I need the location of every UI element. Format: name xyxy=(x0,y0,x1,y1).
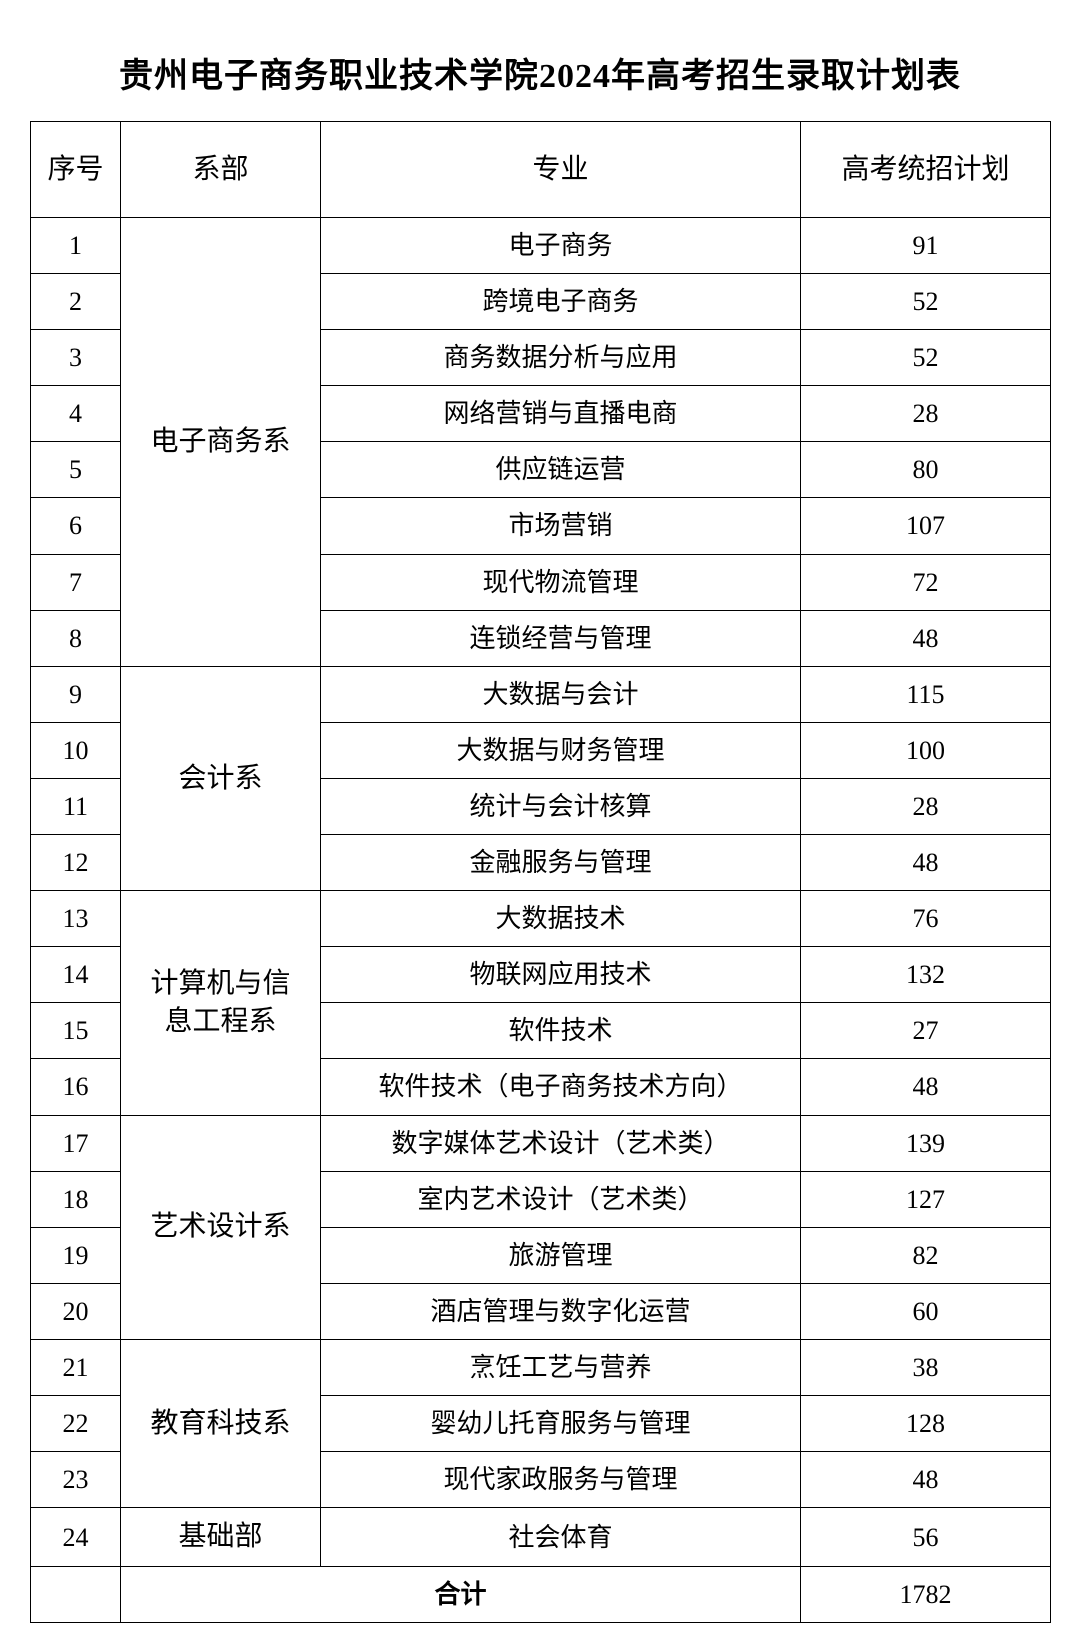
cell-major: 软件技术 xyxy=(321,1003,801,1059)
header-major: 专业 xyxy=(321,122,801,218)
cell-seq: 10 xyxy=(31,722,121,778)
cell-seq: 14 xyxy=(31,947,121,1003)
cell-seq: 2 xyxy=(31,274,121,330)
cell-plan: 38 xyxy=(801,1339,1051,1395)
table-row: 21教育科技系烹饪工艺与营养38 xyxy=(31,1339,1051,1395)
cell-plan: 100 xyxy=(801,722,1051,778)
cell-major: 数字媒体艺术设计（艺术类） xyxy=(321,1115,801,1171)
cell-dept: 计算机与信息工程系 xyxy=(121,891,321,1115)
cell-major: 商务数据分析与应用 xyxy=(321,330,801,386)
header-plan: 高考统招计划 xyxy=(801,122,1051,218)
cell-major: 软件技术（电子商务技术方向） xyxy=(321,1059,801,1115)
cell-major: 大数据与财务管理 xyxy=(321,722,801,778)
table-row: 1电子商务系电子商务91 xyxy=(31,218,1051,274)
cell-plan: 52 xyxy=(801,274,1051,330)
table-row: 17艺术设计系数字媒体艺术设计（艺术类）139 xyxy=(31,1115,1051,1171)
cell-seq: 5 xyxy=(31,442,121,498)
cell-seq: 4 xyxy=(31,386,121,442)
cell-plan: 127 xyxy=(801,1171,1051,1227)
cell-major: 供应链运营 xyxy=(321,442,801,498)
cell-plan: 60 xyxy=(801,1283,1051,1339)
cell-seq: 3 xyxy=(31,330,121,386)
cell-seq: 21 xyxy=(31,1339,121,1395)
cell-plan: 48 xyxy=(801,1059,1051,1115)
cell-plan: 27 xyxy=(801,1003,1051,1059)
cell-major: 大数据技术 xyxy=(321,891,801,947)
cell-plan: 115 xyxy=(801,666,1051,722)
cell-plan: 128 xyxy=(801,1395,1051,1451)
cell-plan: 28 xyxy=(801,386,1051,442)
cell-plan: 52 xyxy=(801,330,1051,386)
cell-seq: 9 xyxy=(31,666,121,722)
cell-seq: 17 xyxy=(31,1115,121,1171)
cell-plan: 139 xyxy=(801,1115,1051,1171)
cell-major: 金融服务与管理 xyxy=(321,835,801,891)
cell-dept: 会计系 xyxy=(121,666,321,890)
table-body: 1电子商务系电子商务912跨境电子商务523商务数据分析与应用524网络营销与直… xyxy=(31,218,1051,1623)
cell-plan: 132 xyxy=(801,947,1051,1003)
header-dept: 系部 xyxy=(121,122,321,218)
cell-major: 婴幼儿托育服务与管理 xyxy=(321,1395,801,1451)
cell-major: 旅游管理 xyxy=(321,1227,801,1283)
cell-plan: 76 xyxy=(801,891,1051,947)
cell-major: 大数据与会计 xyxy=(321,666,801,722)
cell-dept: 艺术设计系 xyxy=(121,1115,321,1339)
cell-seq: 11 xyxy=(31,778,121,834)
cell-dept: 基础部 xyxy=(121,1508,321,1567)
cell-seq: 15 xyxy=(31,1003,121,1059)
cell-seq: 8 xyxy=(31,610,121,666)
cell-major: 室内艺术设计（艺术类） xyxy=(321,1171,801,1227)
cell-plan: 56 xyxy=(801,1508,1051,1567)
page-title: 贵州电子商务职业技术学院2024年高考招生录取计划表 xyxy=(30,48,1050,97)
cell-major: 电子商务 xyxy=(321,218,801,274)
cell-seq: 6 xyxy=(31,498,121,554)
cell-plan: 48 xyxy=(801,835,1051,891)
cell-seq: 24 xyxy=(31,1508,121,1567)
cell-seq: 16 xyxy=(31,1059,121,1115)
cell-major: 酒店管理与数字化运营 xyxy=(321,1283,801,1339)
table-row: 9会计系大数据与会计115 xyxy=(31,666,1051,722)
table-total-row: 合计1782 xyxy=(31,1566,1051,1622)
page: 贵州电子商务职业技术学院2024年高考招生录取计划表 序号 系部 专业 高考统招… xyxy=(0,0,1080,1643)
cell-seq: 12 xyxy=(31,835,121,891)
cell-seq: 22 xyxy=(31,1395,121,1451)
cell-total-value: 1782 xyxy=(801,1566,1051,1622)
cell-dept: 电子商务系 xyxy=(121,218,321,667)
cell-major: 社会体育 xyxy=(321,1508,801,1567)
cell-plan: 28 xyxy=(801,778,1051,834)
cell-seq: 19 xyxy=(31,1227,121,1283)
cell-dept: 教育科技系 xyxy=(121,1339,321,1507)
cell-major: 网络营销与直播电商 xyxy=(321,386,801,442)
cell-major: 物联网应用技术 xyxy=(321,947,801,1003)
cell-major: 烹饪工艺与营养 xyxy=(321,1339,801,1395)
cell-major: 连锁经营与管理 xyxy=(321,610,801,666)
admission-plan-table: 序号 系部 专业 高考统招计划 1电子商务系电子商务912跨境电子商务523商务… xyxy=(30,121,1051,1623)
table-row: 13计算机与信息工程系大数据技术76 xyxy=(31,891,1051,947)
header-seq: 序号 xyxy=(31,122,121,218)
cell-seq: 18 xyxy=(31,1171,121,1227)
cell-plan: 48 xyxy=(801,610,1051,666)
cell-plan: 48 xyxy=(801,1452,1051,1508)
cell-plan: 80 xyxy=(801,442,1051,498)
cell-major: 现代物流管理 xyxy=(321,554,801,610)
table-row: 24基础部社会体育56 xyxy=(31,1508,1051,1567)
cell-seq: 7 xyxy=(31,554,121,610)
cell-seq: 23 xyxy=(31,1452,121,1508)
cell-plan: 107 xyxy=(801,498,1051,554)
cell-plan: 82 xyxy=(801,1227,1051,1283)
cell-major: 跨境电子商务 xyxy=(321,274,801,330)
cell-major: 统计与会计核算 xyxy=(321,778,801,834)
cell-plan: 72 xyxy=(801,554,1051,610)
cell-total-blank xyxy=(31,1566,121,1622)
cell-seq: 20 xyxy=(31,1283,121,1339)
cell-major: 市场营销 xyxy=(321,498,801,554)
table-header-row: 序号 系部 专业 高考统招计划 xyxy=(31,122,1051,218)
cell-seq: 1 xyxy=(31,218,121,274)
cell-major: 现代家政服务与管理 xyxy=(321,1452,801,1508)
cell-plan: 91 xyxy=(801,218,1051,274)
cell-seq: 13 xyxy=(31,891,121,947)
cell-total-label: 合计 xyxy=(121,1566,801,1622)
